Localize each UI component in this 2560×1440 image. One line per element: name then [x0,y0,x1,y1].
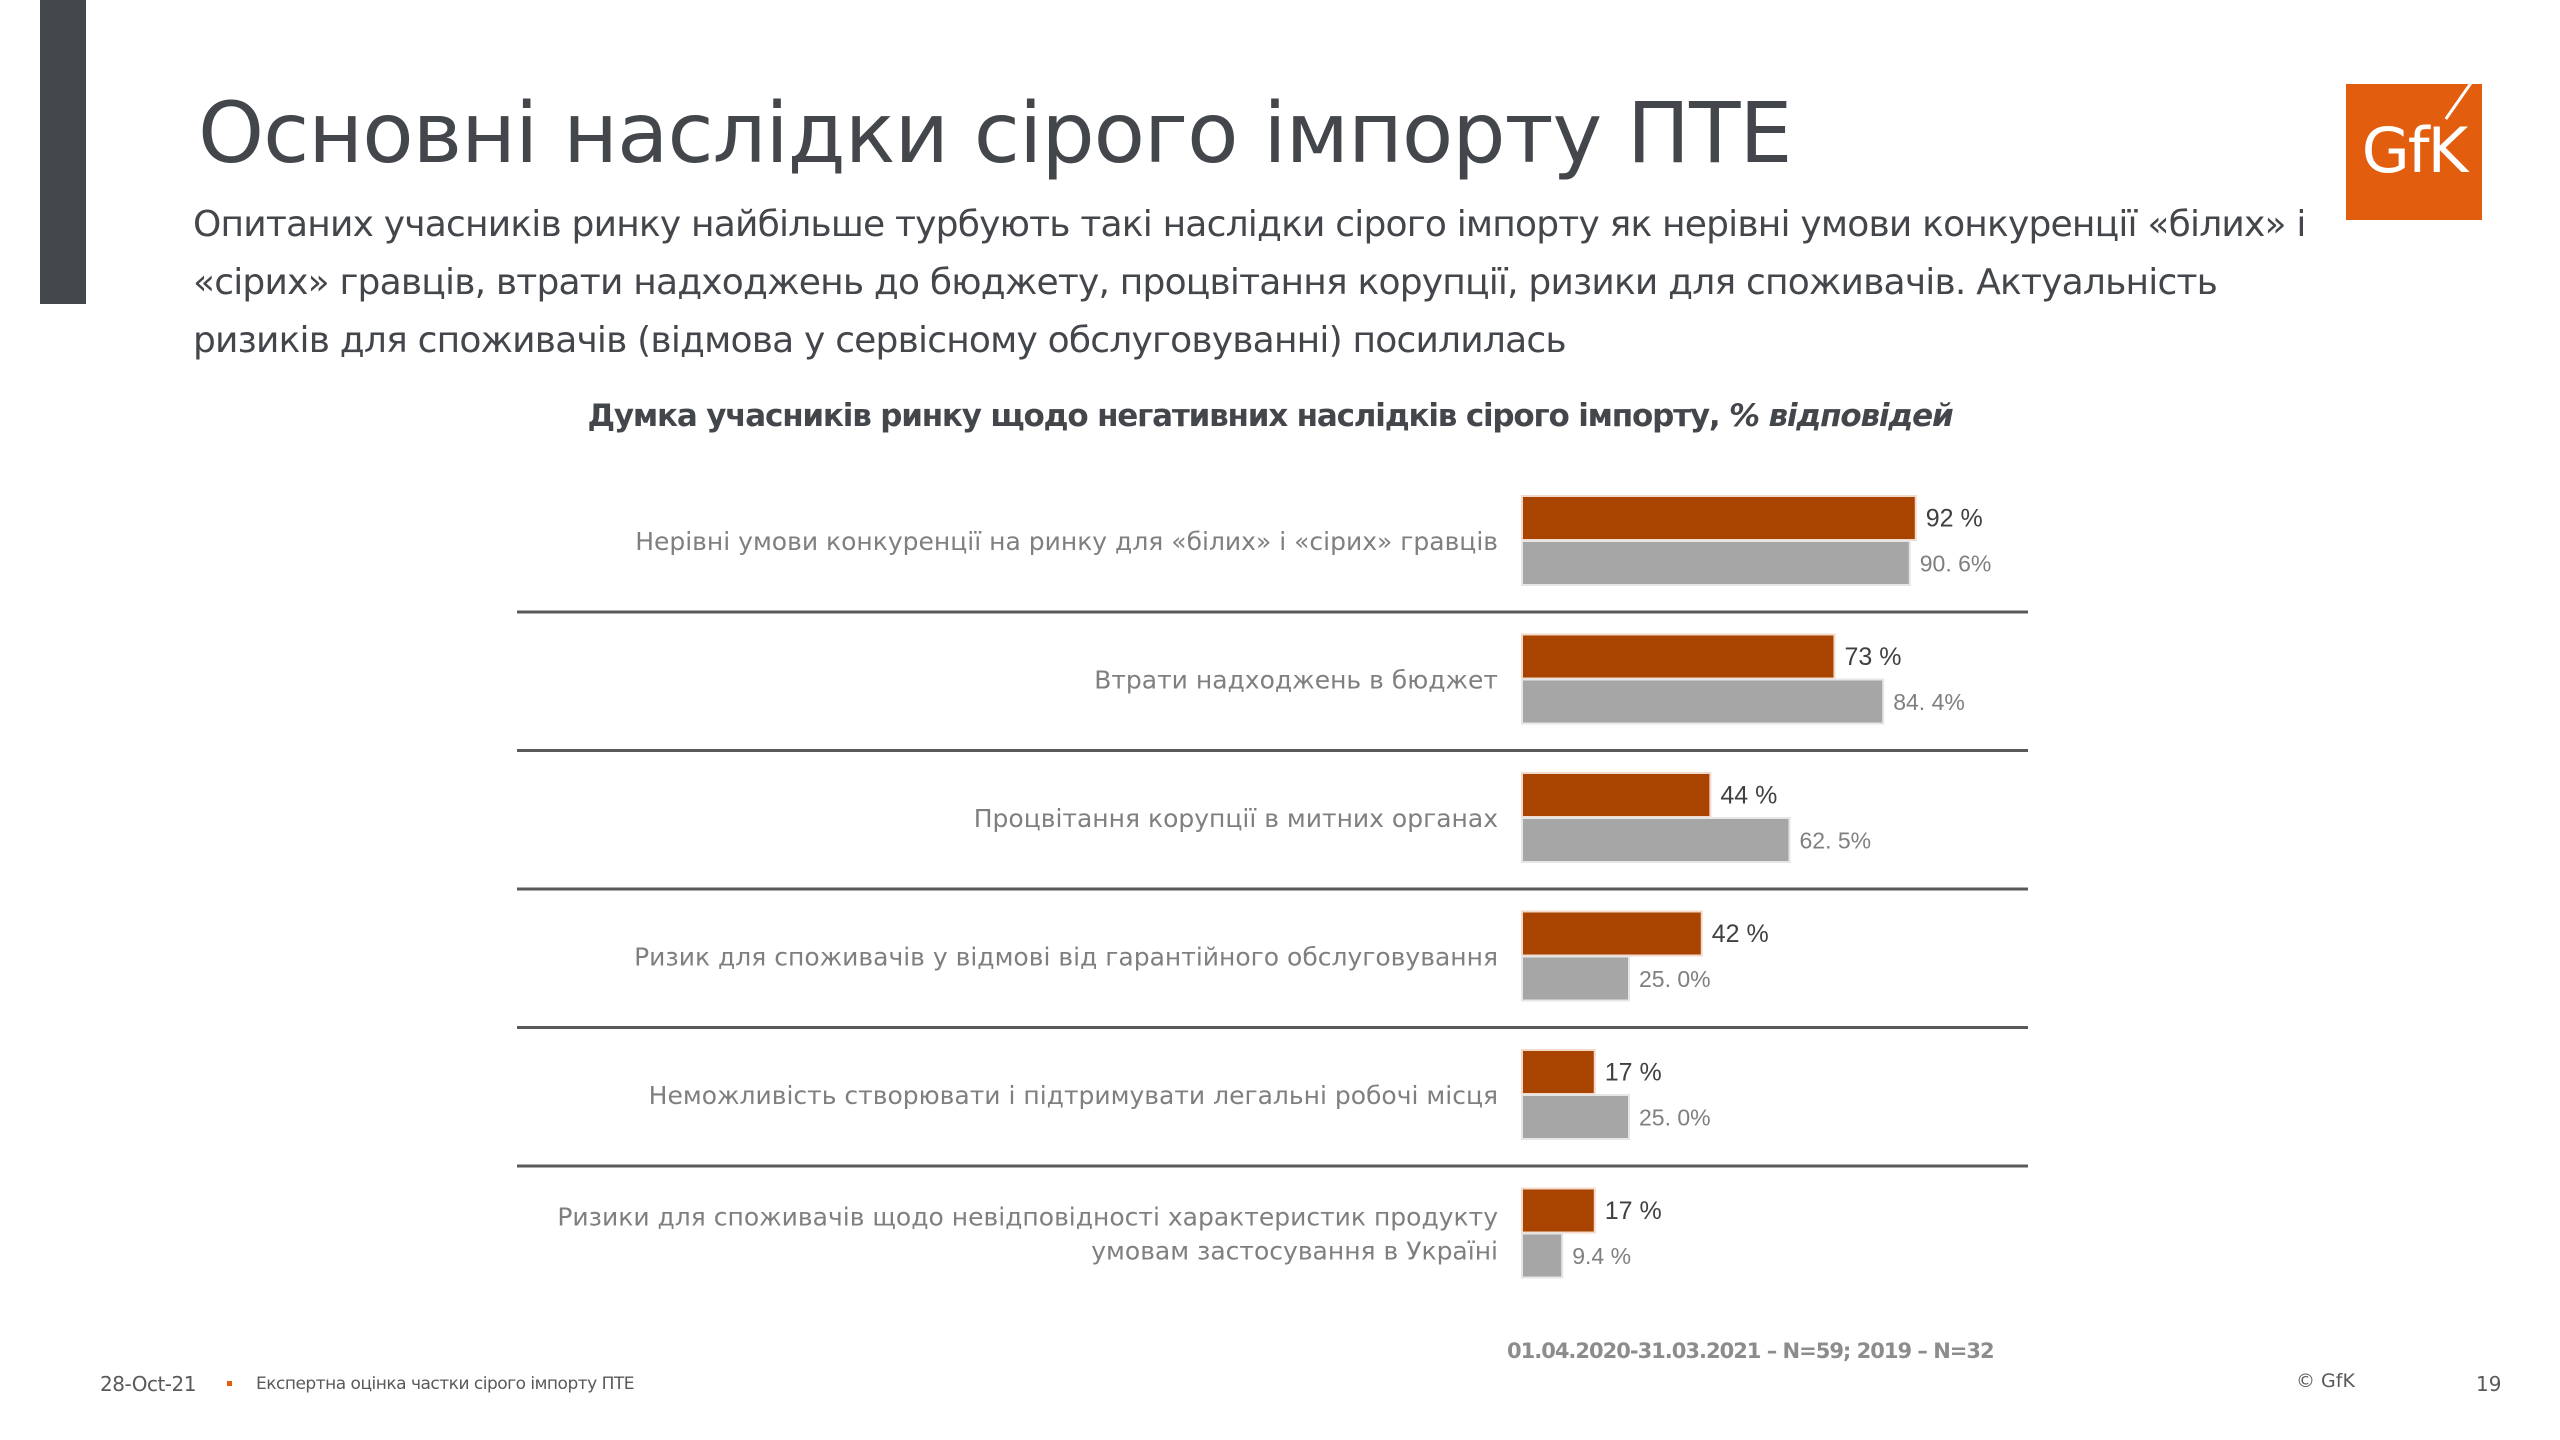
category-label: Процвітання корупції в митних органах [974,804,1498,833]
category-label: Втрати надходжень в бюджет [1094,666,1498,695]
chart-title-unit: % відповідей [1729,398,1954,434]
bar-2019 [1521,540,1911,586]
bar-2020 [1521,910,1703,957]
bar-2020 [1521,633,1836,680]
category-label: Нерівні умови конкуренції на ринку для «… [635,527,1498,556]
value-label-2019: 90. 6% [1920,551,1992,577]
value-label-2020: 92 % [1926,505,1983,533]
chart-title: Думка учасників ринку щодо негативних на… [0,398,2560,434]
page-subtitle: Опитаних учасників ринку найбільше турбу… [193,204,2306,361]
category-label: Ризик для споживачів у відмові від гаран… [634,943,1498,972]
category-label: Неможливість створювати і підтримувати л… [649,1081,1498,1110]
value-label-2020: 42 % [1712,920,1769,948]
footer-bullet-icon [227,1381,232,1386]
chart-title-main: Думка учасників ринку щодо негативних на… [587,398,1721,434]
bar-2019 [1521,955,1630,1002]
gfk-logo: GfK [2346,84,2482,220]
category-label: Ризики для споживачів щодо невідповіднос… [557,1203,1498,1232]
value-label-2020: 17 % [1605,1059,1662,1087]
value-label-2020: 17 % [1605,1197,1662,1225]
bar-2019 [1521,817,1791,863]
footer-date: 28-Oct-21 [100,1372,196,1396]
bar-2020 [1521,495,1917,541]
logo-text: GfK [2361,114,2469,187]
bar-2020 [1521,772,1712,818]
bar-2019 [1521,1232,1564,1279]
value-label-2019: 25. 0% [1639,966,1711,992]
bar-2020 [1521,1049,1596,1095]
value-label-2019: 9.4 % [1572,1243,1631,1269]
bar-2019 [1521,1094,1630,1140]
value-label-2020: 44 % [1720,782,1777,810]
page-title: Основні наслідки сірого імпорту ПТЕ [198,84,1792,182]
value-label-2019: 62. 5% [1800,828,1872,854]
footer-title: Експертна оцінка частки сірого імпорту П… [256,1374,635,1394]
value-label-2020: 73 % [1844,643,1901,671]
bar-2019 [1521,678,1885,725]
accent-bar [40,0,86,304]
value-label-2019: 84. 4% [1893,689,1965,715]
bar-2020 [1521,1187,1596,1234]
category-label: умовам застосування в Україні [1091,1237,1498,1266]
footer-copyright: © GfK [2296,1370,2355,1392]
sample-footnote: 01.04.2020-31.03.2021 – N=59; 2019 – N=3… [1507,1339,1995,1363]
value-label-2019: 25. 0% [1639,1105,1711,1131]
page-number: 19 [2476,1372,2502,1396]
